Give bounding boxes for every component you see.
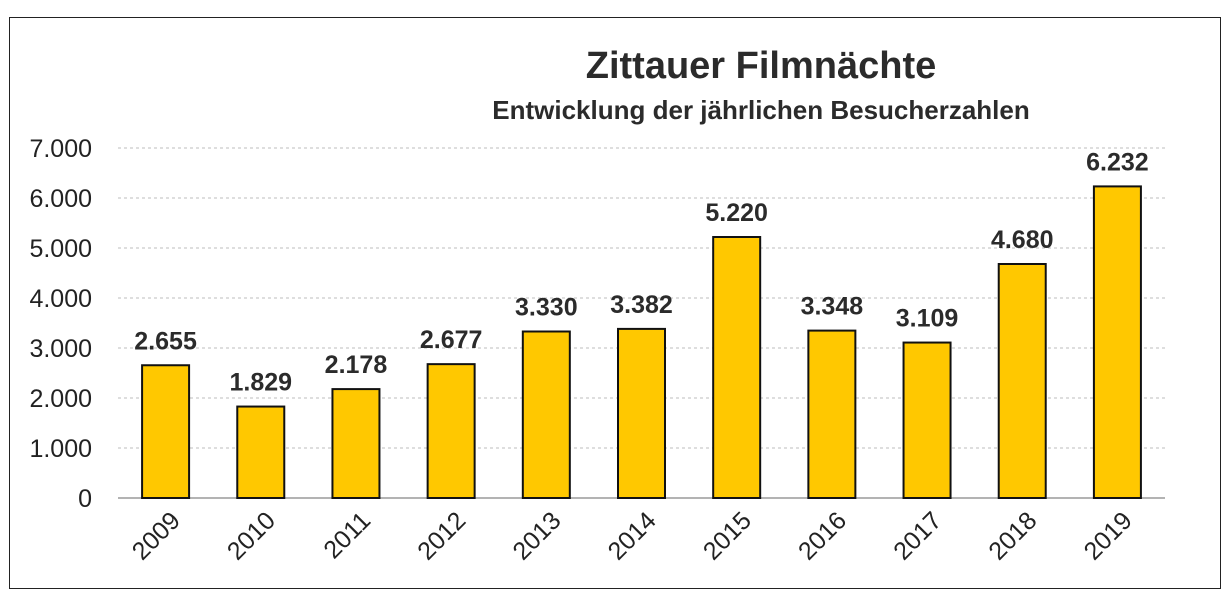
y-axis: 0 1.000 2.000 3.000 4.000 5.000 6.000 7.000 [29,135,92,513]
x-tick-label: 2012 [412,506,471,565]
bars [141,185,1142,500]
bar-2018 [997,263,1047,499]
data-label: 6.232 [1086,148,1149,176]
x-tick-label: 2009 [127,506,186,565]
y-tick-label: 7.000 [29,135,92,163]
x-tick-label: 2013 [507,506,566,565]
chart-subtitle: Entwicklung der jährlichen Besucherzahle… [492,95,1029,125]
bar-2009 [141,364,191,499]
data-label: 1.829 [229,369,292,397]
bar-2017 [902,341,952,499]
data-label: 2.655 [134,327,197,355]
x-tick-label: 2011 [318,506,376,564]
x-tick-label: 2016 [793,506,852,565]
data-label: 2.178 [325,351,388,379]
x-tick-label: 2014 [603,506,662,565]
data-label: 4.680 [991,226,1054,254]
data-label: 3.382 [610,291,673,319]
x-tick-label: 2019 [1079,506,1138,565]
y-tick-label: 1.000 [29,435,92,463]
bar-2016 [807,329,857,499]
data-label: 3.109 [896,305,959,333]
x-tick-label: 2010 [222,506,281,565]
y-tick-label: 4.000 [29,285,92,313]
x-tick-label: 2017 [888,506,947,565]
y-tick-label: 6.000 [29,185,92,213]
y-tick-label: 5.000 [29,235,92,263]
y-tick-label: 2.000 [29,385,92,413]
bar-2013 [521,330,571,499]
data-label: 3.348 [801,293,864,321]
bar-2010 [236,405,286,499]
data-labels: 2.655 1.829 2.178 2.677 3.330 3.382 5.220 3.348… [134,148,1148,396]
bar-2015 [712,236,762,499]
bar-2019 [1092,185,1142,499]
bar-2011 [331,388,381,500]
data-label: 3.330 [515,294,578,322]
bar-2014 [617,327,666,499]
data-label: 5.220 [705,199,768,227]
y-tick-label: 3.000 [29,335,92,363]
x-tick-label: 2018 [983,506,1042,565]
bar-2012 [426,363,476,499]
x-tick-label: 2015 [698,506,757,565]
y-tick-label: 0 [78,485,92,513]
data-label: 2.677 [420,326,483,354]
chart-title: Zittauer Filmnächte [586,45,937,87]
x-axis: 2009 2010 2011 2012 2013 2014 2015 2016 2017 2018… [127,506,1138,565]
